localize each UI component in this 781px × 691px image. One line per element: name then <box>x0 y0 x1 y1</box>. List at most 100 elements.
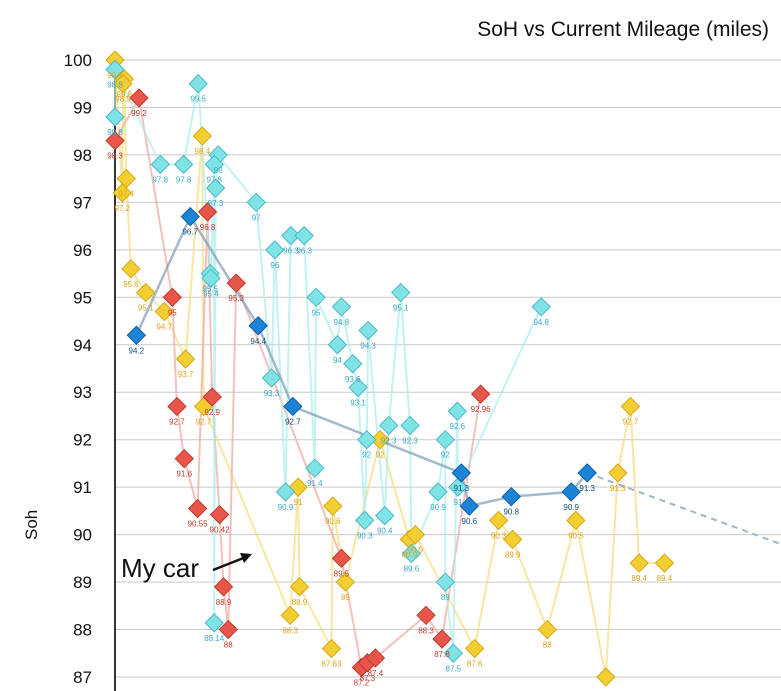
point-red-3 <box>226 273 246 293</box>
data-label: 94 <box>333 356 342 365</box>
data-label: 89.9 <box>402 550 418 559</box>
point-cyan-8 <box>246 192 266 213</box>
data-label: 92.7 <box>623 417 639 426</box>
point-cyan-25 <box>357 429 377 450</box>
data-label: 88 <box>543 641 552 650</box>
point-cyan-21 <box>348 377 368 398</box>
y-tick-label: 93 <box>73 383 92 402</box>
data-label: 97.4 <box>119 190 135 199</box>
data-label: 94.7 <box>156 323 172 332</box>
point-cyan-22 <box>261 368 282 388</box>
data-label: 91.6 <box>176 470 192 479</box>
my-car-annotation: My car <box>121 553 252 583</box>
data-label: 90.9 <box>430 503 446 512</box>
point-cyan-9 <box>265 240 285 260</box>
point-yellow-28 <box>464 638 485 659</box>
data-label: 89 <box>341 593 350 602</box>
data-label: 93.7 <box>178 370 194 379</box>
point-yellow-6 <box>121 259 141 279</box>
data-label: 97.8 <box>206 175 222 184</box>
point-yellow-7 <box>135 282 156 303</box>
data-label: 89.4 <box>657 574 673 583</box>
data-label: 99.9 <box>107 71 123 80</box>
data-label: 90.9 <box>408 546 424 555</box>
data-label: 87.5 <box>446 664 462 673</box>
data-label: 99.5 <box>190 95 206 104</box>
point-cyan-14 <box>306 287 326 308</box>
data-label: 87.63 <box>321 660 342 669</box>
my-car-label: My car <box>121 553 199 583</box>
point-red-14 <box>416 605 436 626</box>
data-label: 93.3 <box>264 389 280 398</box>
data-label: 92.3 <box>402 436 418 445</box>
point-yellow-15 <box>405 524 426 545</box>
trend-line-cyan <box>114 69 543 654</box>
data-label: 87.4 <box>368 669 384 678</box>
data-label: 90.8 <box>503 508 519 517</box>
point-yellow-26 <box>620 396 641 417</box>
point-red-10 <box>213 577 234 597</box>
data-label: 89.5 <box>334 569 350 578</box>
data-label: 88.9 <box>216 598 232 607</box>
point-cyan-18 <box>358 320 378 341</box>
y-tick-label: 92 <box>73 431 92 450</box>
data-label: 96 <box>270 261 279 270</box>
y-tick-label: 100 <box>64 51 92 70</box>
point-cyan-30 <box>428 482 448 502</box>
point-cyan-20 <box>343 354 363 374</box>
point-cyan-23 <box>379 415 399 436</box>
point-cyan-26 <box>447 401 468 421</box>
data-label: 95.5 <box>202 285 218 294</box>
point-yellow-3 <box>192 126 212 146</box>
point-cyan-27 <box>435 429 456 450</box>
data-label: 97.3 <box>208 199 224 208</box>
point-cyan-24 <box>400 415 420 436</box>
data-label: 87.2 <box>354 679 370 688</box>
my-car-arrowhead <box>240 553 252 563</box>
point-yellow-23 <box>654 553 675 573</box>
point-yellow-13 <box>323 496 343 516</box>
data-label: 91.3 <box>579 484 595 493</box>
y-tick-label: 90 <box>73 526 92 545</box>
point-cyan-10 <box>281 225 301 246</box>
data-label: 95 <box>168 308 177 317</box>
point-cyan-13 <box>201 268 221 289</box>
data-label: 91 <box>294 498 303 507</box>
data-label: 92.7 <box>196 417 212 426</box>
data-label: 90.5 <box>568 531 584 540</box>
data-label: 88.9 <box>292 598 308 607</box>
point-cyan-17 <box>531 297 551 317</box>
point-cyan-4 <box>173 154 194 175</box>
point-red-18 <box>365 648 386 668</box>
y-tick-label: 89 <box>73 573 92 592</box>
point-cyan-2 <box>188 74 208 94</box>
point-red-2 <box>197 202 218 222</box>
data-label: 92.3 <box>381 436 397 445</box>
data-label: 88.3 <box>282 626 298 635</box>
point-cyan-36 <box>204 613 224 633</box>
point-yellow-19 <box>289 577 310 597</box>
point-red-15 <box>432 629 452 649</box>
point-red-1 <box>129 88 149 108</box>
point-yellow-20 <box>280 605 300 626</box>
point-yellow-16 <box>488 510 509 531</box>
data-label: 97.8 <box>176 175 192 184</box>
point-cyan-34 <box>401 543 422 564</box>
point-red-9 <box>209 504 230 525</box>
data-label: 92.7 <box>169 417 185 426</box>
data-label: 92 <box>362 451 371 460</box>
data-label: 92.7 <box>285 417 301 426</box>
point-yellow-11 <box>370 429 390 450</box>
data-label: 89 <box>441 593 450 602</box>
data-label: 96.8 <box>200 223 216 232</box>
point-blue-2 <box>248 316 268 336</box>
data-label: 98.8 <box>107 80 123 89</box>
point-red-4 <box>162 287 182 308</box>
data-label: 95.1 <box>138 304 154 313</box>
data-label: 97.8 <box>152 175 168 184</box>
data-label: 95 <box>312 308 321 317</box>
data-label: 91.3 <box>610 484 626 493</box>
point-cyan-28 <box>305 458 325 478</box>
y-tick-label: 95 <box>73 288 92 307</box>
point-cyan-11 <box>294 225 314 246</box>
